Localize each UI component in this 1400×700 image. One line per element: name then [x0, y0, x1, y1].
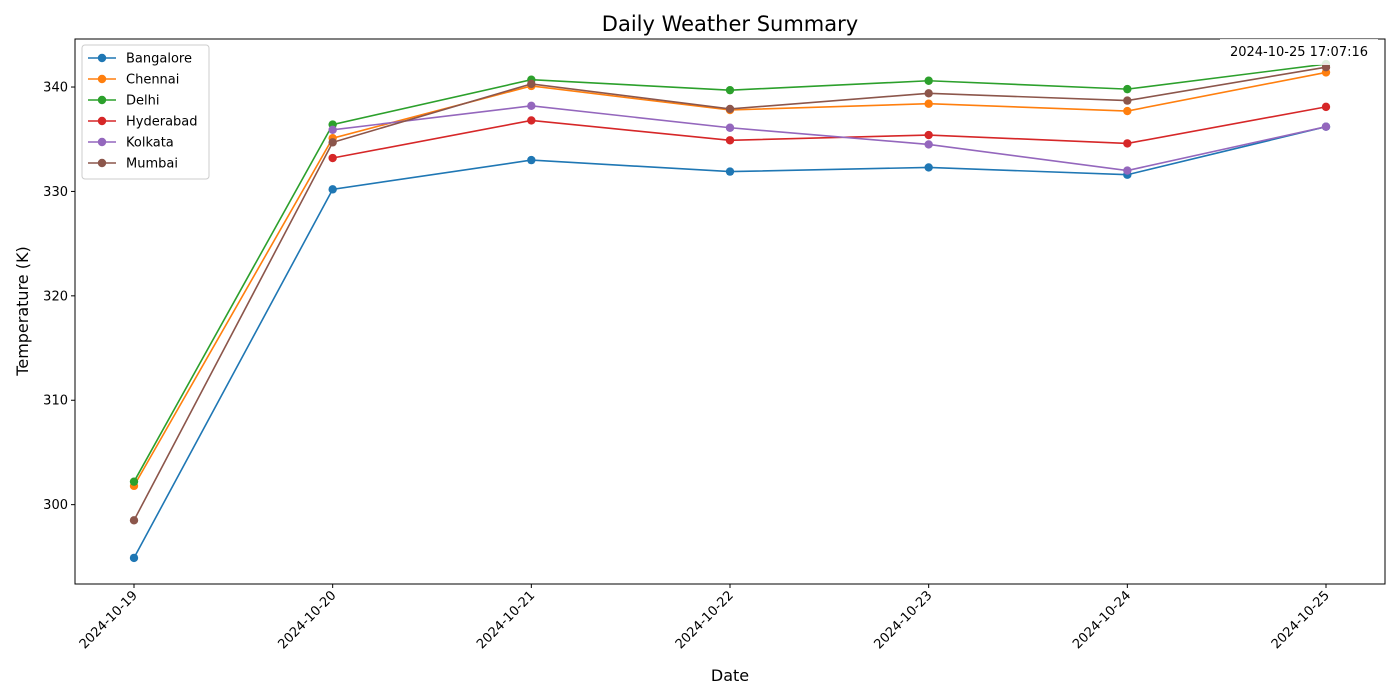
- legend-label: Delhi: [126, 94, 159, 109]
- data-point: [1123, 139, 1132, 148]
- x-tick-label: 2024-10-21: [474, 588, 538, 652]
- legend-label: Hyderabad: [126, 115, 198, 130]
- legend-item-bangalore: Bangalore: [88, 52, 192, 67]
- legend-label: Mumbai: [126, 157, 178, 172]
- timestamp-box: 2024-10-25 17:07:16: [1220, 39, 1378, 65]
- data-point: [924, 130, 933, 140]
- data-point: [129, 516, 139, 525]
- data-point: [725, 104, 735, 114]
- data-point: [328, 153, 337, 163]
- data-point: [924, 99, 933, 108]
- data-point: [1123, 106, 1132, 116]
- series-kolkata: [328, 101, 1331, 175]
- y-axis-label: Temperature (K): [13, 246, 32, 376]
- data-point: [1321, 62, 1331, 72]
- legend-marker: [97, 53, 107, 63]
- y-tick-label: 300: [43, 498, 68, 513]
- legend-item-hyderabad: Hyderabad: [88, 115, 198, 130]
- y-tick-label: 330: [43, 185, 68, 200]
- data-point: [1123, 96, 1132, 105]
- legend-marker: [97, 116, 107, 126]
- legend-item-chennai: Chennai: [88, 73, 179, 88]
- timestamp-text: 2024-10-25 17:07:16: [1230, 45, 1368, 60]
- data-point: [1123, 84, 1132, 94]
- legend-marker: [97, 137, 107, 147]
- data-point: [129, 553, 139, 563]
- data-point: [924, 89, 933, 98]
- series-line: [133, 66, 1327, 521]
- data-point: [725, 167, 735, 176]
- data-point: [1321, 122, 1331, 131]
- data-point: [328, 185, 337, 194]
- data-point: [1321, 102, 1331, 112]
- plot-frame: [74, 38, 1386, 585]
- legend-label: Bangalore: [126, 52, 192, 67]
- y-tick-label: 340: [43, 81, 68, 96]
- data-point: [725, 136, 735, 145]
- plot-area: [129, 59, 1331, 563]
- data-point: [924, 76, 933, 85]
- data-point: [129, 477, 139, 486]
- legend-item-mumbai: Mumbai: [88, 157, 178, 172]
- series-bangalore: [129, 122, 1331, 563]
- data-point: [527, 79, 536, 89]
- series-line: [332, 106, 1327, 159]
- series-hyderabad: [328, 102, 1331, 163]
- x-tick-label: 2024-10-22: [673, 588, 737, 652]
- series-line: [332, 105, 1327, 172]
- data-point: [725, 85, 735, 95]
- legend-marker: [97, 95, 107, 105]
- x-tick-label: 2024-10-24: [1070, 588, 1134, 652]
- data-point: [924, 140, 933, 149]
- data-point: [527, 101, 536, 111]
- legend-marker: [97, 158, 107, 168]
- y-tick-label: 320: [43, 289, 68, 304]
- y-tick-label: 310: [43, 394, 68, 409]
- legend-item-delhi: Delhi: [88, 94, 159, 109]
- data-point: [924, 163, 933, 172]
- series-line: [133, 71, 1327, 487]
- x-tick-label: 2024-10-20: [275, 588, 339, 652]
- series-mumbai: [129, 62, 1331, 525]
- data-point: [527, 116, 536, 125]
- legend-marker: [97, 74, 107, 84]
- legend-label: Kolkata: [126, 136, 174, 151]
- chart-title: Daily Weather Summary: [602, 12, 858, 36]
- x-axis-label: Date: [711, 666, 749, 685]
- x-tick-label: 2024-10-19: [77, 588, 141, 652]
- data-point: [527, 155, 536, 165]
- data-point: [1123, 166, 1132, 175]
- legend-item-kolkata: Kolkata: [88, 136, 174, 151]
- data-point: [328, 125, 337, 135]
- legend: Bangalore Chennai Delhi Hyderabad Kolkata Mum…: [81, 44, 210, 180]
- data-point: [328, 138, 337, 147]
- legend-label: Chennai: [126, 73, 179, 88]
- series-line: [133, 125, 1327, 559]
- x-tick-label: 2024-10-23: [871, 588, 935, 652]
- data-point: [725, 123, 735, 132]
- x-tick-label: 2024-10-25: [1269, 588, 1333, 652]
